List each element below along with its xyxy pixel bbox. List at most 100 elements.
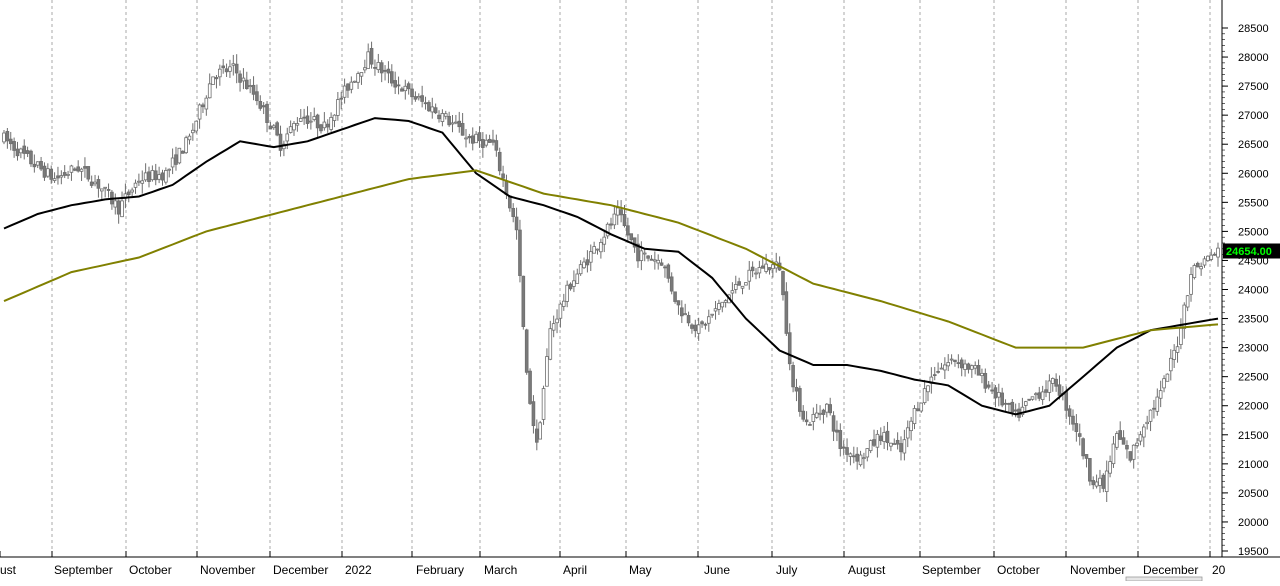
candle-body [545, 356, 549, 387]
candle-body [474, 133, 478, 144]
candle-body [373, 66, 377, 69]
candle-body [1010, 401, 1015, 413]
candle-body [309, 120, 313, 123]
candle-body [150, 170, 155, 181]
candle-body [703, 323, 708, 326]
candle-body [801, 410, 806, 420]
candle-body [147, 171, 151, 182]
candle-body [902, 439, 907, 454]
candle-body [56, 175, 60, 179]
candle-body [983, 372, 988, 389]
candle-body [572, 280, 576, 287]
candle-body [477, 132, 482, 142]
candle-body [140, 180, 145, 184]
candle-body [771, 264, 775, 270]
x-tick-label: 2022 [345, 563, 372, 577]
x-tick-label: March [484, 563, 517, 577]
candle-body [126, 191, 131, 196]
candle-body [396, 84, 401, 87]
candle-body [1128, 451, 1133, 461]
candle-body [116, 200, 121, 215]
y-tick-label: 24000 [1238, 285, 1269, 297]
candle-body [379, 62, 384, 74]
candle-body [1206, 255, 1210, 262]
candle-body [1212, 253, 1217, 256]
candle-body [1003, 402, 1008, 405]
candle-body [1030, 396, 1035, 400]
candle-body [437, 114, 441, 120]
candle-body [750, 266, 755, 272]
candle-body [973, 365, 977, 369]
candle-body [430, 106, 435, 113]
candle-body [369, 47, 374, 65]
y-tick-label: 19500 [1238, 546, 1269, 558]
candle-body [76, 166, 80, 172]
x-tick-label: August [848, 563, 886, 577]
candle-body [1023, 401, 1028, 406]
candle-body [346, 83, 350, 91]
candle-body [747, 269, 752, 282]
candle-body [69, 165, 74, 173]
candle-body [811, 413, 816, 422]
candle-body [582, 261, 586, 269]
candle-body [1000, 392, 1004, 406]
candle-body [285, 133, 290, 142]
candle-body [32, 163, 37, 168]
candle-body [248, 85, 252, 87]
candle-body [814, 412, 819, 418]
candle-body [390, 71, 394, 84]
candle-body [646, 255, 650, 259]
candle-body [653, 259, 657, 262]
candle-body [336, 99, 340, 116]
candle-body [106, 189, 111, 191]
candle-body [909, 420, 913, 432]
candle-body [943, 364, 947, 371]
candle-body [470, 135, 475, 144]
candle-body [629, 233, 634, 241]
x-tick-label: November [1070, 563, 1125, 577]
candle-body [1020, 406, 1025, 415]
scrollbar-thumb[interactable] [1125, 576, 1203, 582]
candle-body [740, 285, 745, 289]
candle-body [1044, 389, 1048, 393]
candle-body [531, 401, 536, 427]
candle-body [96, 179, 101, 189]
y-tick-label: 25000 [1238, 226, 1269, 238]
candle-body [868, 440, 873, 452]
candle-body [49, 168, 54, 180]
candle-body [784, 291, 789, 334]
candle-body [103, 186, 107, 189]
candle-body [366, 51, 370, 69]
candle-body [1158, 390, 1163, 399]
candle-body [696, 324, 701, 334]
candle-body [481, 139, 485, 148]
candle-body [325, 123, 330, 128]
candle-body [730, 290, 735, 294]
candle-body [892, 443, 897, 445]
candle-body [976, 365, 981, 376]
candle-body [666, 264, 671, 279]
candle-body [599, 242, 603, 253]
candle-body [781, 271, 785, 296]
candle-body [271, 125, 276, 129]
candle-body [420, 95, 424, 102]
candle-body [83, 166, 87, 169]
candle-body [484, 139, 489, 146]
candle-body [15, 148, 20, 157]
candle-body [275, 122, 279, 136]
candle-body [548, 328, 553, 360]
candle-body [464, 137, 468, 140]
candle-body [454, 121, 458, 124]
candle-body [170, 157, 175, 168]
candle-body [497, 151, 502, 172]
candle-body [332, 114, 337, 121]
candle-body [1071, 415, 1075, 425]
candle-body [1013, 409, 1018, 412]
candle-body [602, 236, 607, 245]
candle-body [1192, 265, 1197, 278]
candle-body [359, 72, 364, 77]
candle-body [406, 83, 411, 90]
candle-body [427, 102, 431, 112]
candle-body [1027, 398, 1031, 401]
